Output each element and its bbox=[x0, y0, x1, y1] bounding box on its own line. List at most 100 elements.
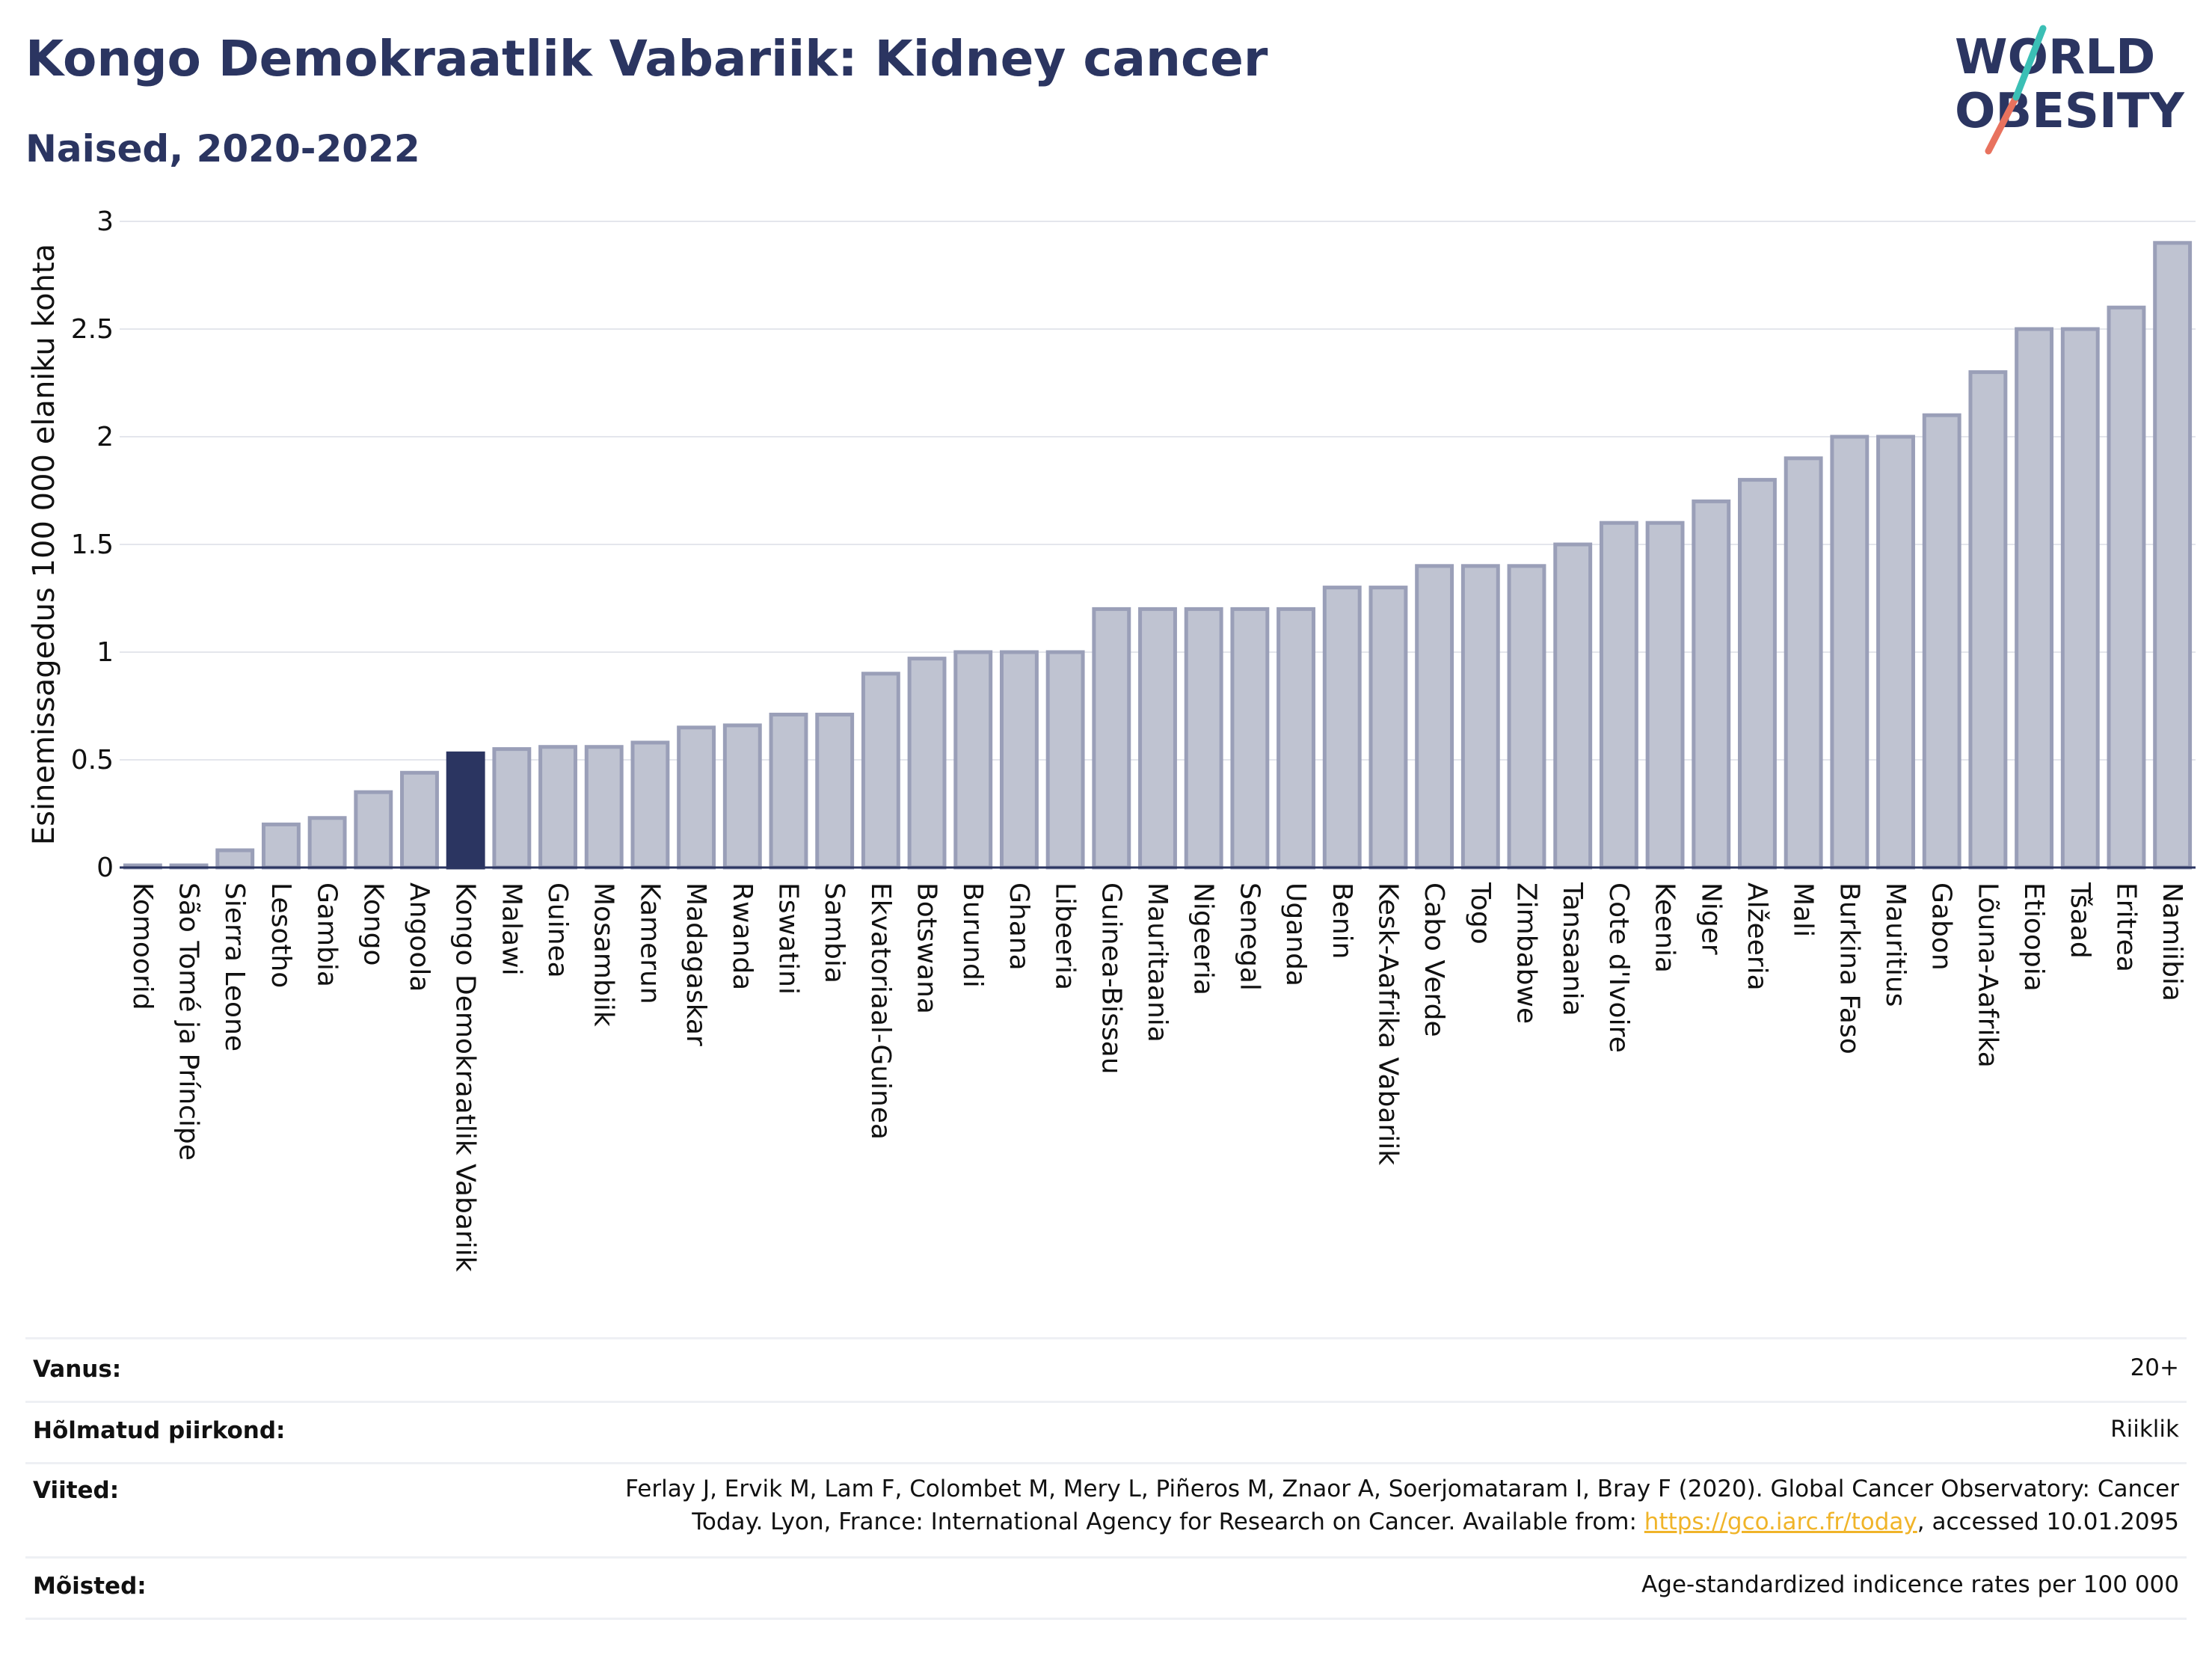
x-tick-label: Gabon bbox=[1926, 882, 1957, 971]
bar bbox=[1922, 413, 1961, 870]
bar bbox=[446, 751, 485, 870]
x-tick-label: Ghana bbox=[1004, 882, 1034, 971]
x-tick-label: Sambia bbox=[819, 882, 850, 983]
x-tick-label: Keenia bbox=[1650, 882, 1680, 973]
bar bbox=[2015, 327, 2054, 870]
x-tick-label: Eswatini bbox=[772, 882, 803, 995]
bar bbox=[769, 713, 808, 870]
bar bbox=[400, 770, 439, 870]
bar bbox=[492, 747, 532, 870]
x-tick-label: Benin bbox=[1327, 882, 1357, 959]
bar bbox=[307, 816, 347, 870]
references-link[interactable]: https://gco.iarc.fr/today bbox=[1644, 1508, 1917, 1535]
x-tick-label: Uganda bbox=[1280, 882, 1311, 986]
x-tick-label: Mosambiik bbox=[589, 882, 619, 1027]
x-tick-label: Botswana bbox=[912, 882, 942, 1014]
x-tick-label: Alžeeria bbox=[1742, 882, 1772, 991]
definitions-label: Mõisted: bbox=[33, 1573, 147, 1600]
bar bbox=[1230, 607, 1270, 870]
x-tick-label: Eritrea bbox=[2110, 882, 2141, 972]
bar bbox=[1045, 650, 1085, 870]
bar bbox=[630, 740, 670, 870]
bar bbox=[1460, 564, 1500, 870]
info-table: Vanus: 20+ Hõlmatud piirkond: Riiklik Vi… bbox=[25, 1337, 2187, 1624]
bar bbox=[1553, 542, 1593, 870]
world-obesity-logo: WORLD OBESITY bbox=[1955, 25, 2184, 155]
x-tick-label: Komoorid bbox=[127, 882, 158, 1010]
bar bbox=[538, 745, 577, 870]
x-tick-label: Lesotho bbox=[265, 882, 296, 988]
x-tick-label: Cabo Verde bbox=[1419, 882, 1449, 1037]
references-text: Ferlay J, Ervik M, Lam F, Colombet M, Me… bbox=[625, 1473, 2179, 1538]
x-tick-label: Lõuna-Aafrika bbox=[1972, 882, 2003, 1068]
bar bbox=[2060, 327, 2100, 870]
x-tick-label: Ekvatoriaal-Guinea bbox=[865, 882, 896, 1140]
y-tick-label: 1.5 bbox=[71, 529, 114, 560]
logo-word-2: OBESITY bbox=[1955, 84, 2184, 139]
x-tick-label: Gambia bbox=[312, 882, 342, 987]
bar bbox=[1322, 586, 1362, 870]
bar bbox=[215, 848, 255, 870]
page-title: Kongo Demokraatlik Vabariik: Kidney canc… bbox=[25, 30, 1268, 87]
bar bbox=[584, 745, 624, 870]
x-tick-label: Kongo Demokraatlik Vabariik bbox=[450, 882, 481, 1272]
x-tick-label: Niger bbox=[1695, 882, 1726, 955]
x-tick-label: Senegal bbox=[1234, 882, 1265, 991]
x-tick-label: Malawi bbox=[496, 882, 526, 976]
bar bbox=[1645, 521, 1685, 870]
y-tick-label: 3 bbox=[96, 206, 114, 237]
x-tick-label: Mauritius bbox=[1880, 882, 1911, 1007]
logo-slash-coral bbox=[1985, 93, 2020, 155]
y-tick-label: 2.5 bbox=[71, 314, 114, 345]
x-tick-label: Namiibia bbox=[2157, 882, 2187, 1001]
bar bbox=[2107, 305, 2146, 870]
x-tick-label: Rwanda bbox=[727, 882, 758, 990]
x-tick-label: Libeeria bbox=[1050, 882, 1081, 990]
bar-chart: 0 0.5 1 1.5 2 2.5 3 Esinemissagedus 100 000 ela… bbox=[27, 206, 2196, 1272]
bar bbox=[1276, 607, 1316, 870]
bar bbox=[1599, 521, 1638, 870]
bar bbox=[722, 723, 762, 870]
x-tick-label: Kamerun bbox=[634, 882, 665, 1004]
x-tick-label: Mauritaania bbox=[1142, 882, 1173, 1043]
x-tick-label: Kongo bbox=[357, 882, 388, 966]
logo-slash-teal bbox=[2012, 25, 2047, 101]
bar bbox=[1368, 586, 1408, 870]
bar bbox=[354, 790, 393, 870]
x-tick-label: Etioopia bbox=[2018, 882, 2049, 992]
x-tick-label: Angoola bbox=[404, 882, 434, 992]
region-label: Hõlmatud piirkond: bbox=[33, 1417, 286, 1444]
bar bbox=[953, 650, 993, 870]
references-line-2: Today. Lyon, France: International Agenc… bbox=[692, 1508, 2179, 1535]
x-tick-label: Tšaad bbox=[2065, 882, 2095, 959]
info-row-region: Hõlmatud piirkond: Riiklik bbox=[25, 1401, 2187, 1464]
x-tick-label: Togo bbox=[1465, 882, 1496, 945]
x-tick-label: Guinea-Bissau bbox=[1096, 882, 1126, 1075]
definitions-value: Age-standardized indicence rates per 100… bbox=[1641, 1571, 2179, 1598]
references-line-1: Ferlay J, Ervik M, Lam F, Colombet M, Me… bbox=[625, 1476, 2179, 1502]
x-tick-label: Tansaania bbox=[1557, 882, 1588, 1016]
bar bbox=[1968, 370, 2008, 870]
bar bbox=[261, 822, 301, 870]
region-value: Riiklik bbox=[2110, 1416, 2179, 1443]
bar bbox=[1876, 435, 1915, 870]
y-tick-label: 1 bbox=[96, 637, 114, 668]
bar bbox=[1784, 456, 1823, 870]
y-tick-label: 2 bbox=[96, 422, 114, 452]
bar bbox=[1692, 499, 1731, 870]
y-tick-label: 0 bbox=[96, 853, 114, 883]
bar bbox=[1138, 607, 1177, 870]
x-tick-label: São Tomé ja Príncipe bbox=[173, 882, 204, 1161]
references-label: Viited: bbox=[33, 1477, 120, 1504]
x-tick-label: Kesk-Aafrika Vabariik bbox=[1372, 882, 1403, 1165]
logo-word-1: WORLD bbox=[1955, 30, 2155, 85]
x-tick-label: Mali bbox=[1788, 882, 1819, 937]
bar bbox=[1738, 478, 1777, 870]
bar bbox=[861, 672, 900, 870]
x-tick-label: Sierra Leone bbox=[219, 882, 250, 1051]
info-row-age: Vanus: 20+ bbox=[25, 1339, 2187, 1403]
bar bbox=[1184, 607, 1223, 870]
age-value: 20+ bbox=[2130, 1354, 2179, 1381]
x-tick-label: Burundi bbox=[957, 882, 988, 988]
x-tick-label: Cote d'Ivoire bbox=[1603, 882, 1634, 1053]
